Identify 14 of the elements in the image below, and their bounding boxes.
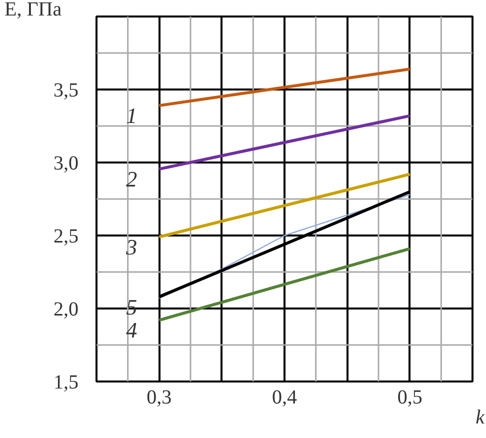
y-axis-title: E, ГПа: [4, 0, 62, 20]
y-tick-label: 2,0: [54, 298, 78, 320]
y-tick-label: 3,5: [54, 80, 78, 102]
x-tick-label: 0,3: [146, 386, 172, 408]
x-axis-title: k: [476, 406, 486, 428]
series-label: 1: [126, 103, 138, 128]
y-tick-label: 1,5: [54, 372, 78, 394]
x-tick-label: 0,4: [272, 386, 297, 408]
y-tick-label: 2,5: [54, 226, 78, 248]
series-label: 2: [126, 166, 138, 192]
x-tick-label: 0,5: [397, 386, 422, 408]
y-tick-label: 3,0: [54, 152, 78, 174]
series-label: 4: [126, 318, 138, 343]
series-label: 3: [125, 234, 138, 260]
